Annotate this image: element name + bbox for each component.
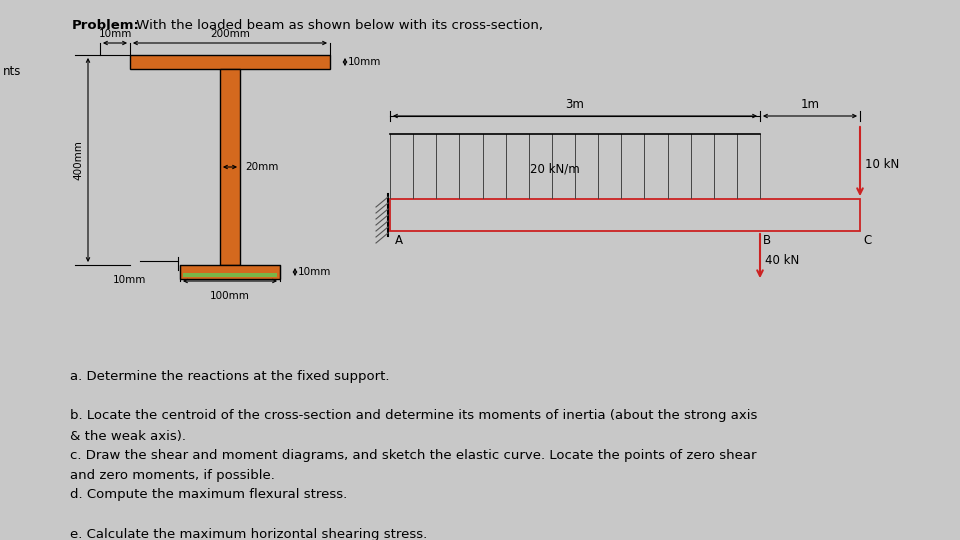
- Text: 10mm: 10mm: [348, 57, 381, 67]
- Bar: [390, 199, 860, 231]
- Text: B: B: [763, 234, 771, 247]
- Bar: [180, 265, 280, 279]
- Bar: [183, 273, 277, 277]
- Text: and zero moments, if possible.: and zero moments, if possible.: [70, 469, 275, 482]
- Text: 40 kN: 40 kN: [765, 254, 800, 267]
- Text: c. Draw the shear and moment diagrams, and sketch the elastic curve. Locate the : c. Draw the shear and moment diagrams, a…: [70, 449, 756, 462]
- Bar: [130, 55, 330, 69]
- Text: 20mm: 20mm: [245, 162, 278, 172]
- Text: C: C: [863, 234, 872, 247]
- Text: 10mm: 10mm: [298, 267, 331, 277]
- Text: Problem:: Problem:: [72, 19, 140, 32]
- Bar: [220, 69, 240, 265]
- Text: 20 kN/m: 20 kN/m: [530, 163, 580, 176]
- Text: 200mm: 200mm: [210, 29, 250, 39]
- Text: 1m: 1m: [801, 98, 820, 111]
- Text: b. Locate the centroid of the cross-section and determine its moments of inertia: b. Locate the centroid of the cross-sect…: [70, 409, 757, 422]
- Text: 10 kN: 10 kN: [865, 158, 900, 171]
- Text: 10mm: 10mm: [98, 29, 132, 39]
- Text: & the weak axis).: & the weak axis).: [70, 430, 186, 443]
- Text: 3m: 3m: [565, 98, 585, 111]
- Text: 400mm: 400mm: [73, 140, 83, 180]
- Text: e. Calculate the maximum horizontal shearing stress.: e. Calculate the maximum horizontal shea…: [70, 528, 427, 540]
- Text: With the loaded beam as shown below with its cross-section,: With the loaded beam as shown below with…: [132, 19, 542, 32]
- Text: a. Determine the reactions at the fixed support.: a. Determine the reactions at the fixed …: [70, 370, 390, 383]
- Text: 10mm: 10mm: [113, 275, 147, 285]
- Text: nts: nts: [3, 65, 21, 78]
- Text: A: A: [395, 234, 403, 247]
- Text: 100mm: 100mm: [210, 291, 250, 301]
- Text: d. Compute the maximum flexural stress.: d. Compute the maximum flexural stress.: [70, 488, 348, 501]
